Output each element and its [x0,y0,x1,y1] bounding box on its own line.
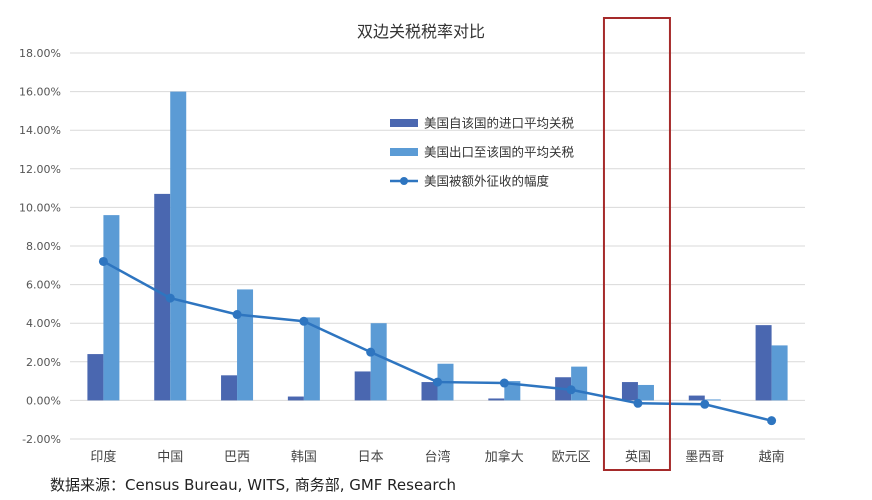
bar-import-tariff [221,375,238,401]
y-tick-label: 18.00% [19,47,61,60]
bar-export-tariff [504,381,521,401]
legend-label: 美国被额外征收的幅度 [424,174,550,189]
x-category-label: 韩国 [291,450,317,465]
y-tick-label: -2.00% [22,433,61,446]
y-tick-label: 16.00% [19,86,61,99]
legend-label: 美国出口至该国的平均关税 [424,145,575,160]
x-category-label: 墨西哥 [685,450,724,465]
y-tick-label: 8.00% [26,240,61,253]
x-category-label: 巴西 [224,450,250,465]
highlight-frame-group [602,17,671,471]
bar-export-tariff [170,91,187,401]
bar-export-tariff [237,289,254,401]
bar-import-tariff [755,325,772,401]
line-point [700,399,710,409]
legend-label: 美国自该国的进口平均关税 [424,116,575,131]
y-tick-label: 4.00% [26,317,61,330]
bar-series [87,91,788,401]
bar-export-tariff [103,215,120,401]
y-tick-label: 10.00% [19,201,61,214]
x-category-label: 越南 [759,449,785,465]
bar-export-tariff [370,323,387,401]
bar-import-tariff [488,398,505,401]
line-point [767,416,777,426]
line-point [232,310,242,320]
x-category-label: 英国 [625,450,651,465]
x-category-label: 日本 [358,450,384,465]
x-category-label: 加拿大 [485,449,524,465]
y-tick-label: 0.00% [26,394,61,407]
bar-export-tariff [571,366,588,401]
bar-export-tariff [704,399,721,401]
bar-import-tariff [421,382,438,401]
y-axis-tick-labels: -2.00% 0.00% 2.00% 4.00% 6.00% 8.00% 10.00% 12.… [19,47,61,446]
bar-import-tariff [688,395,705,401]
x-axis-category-labels: 印度 中国 巴西 韩国 日本 台湾 加拿大 欧元区 英国 墨西哥 越南 [90,449,784,465]
x-category-label: 台湾 [424,449,450,465]
bar-export-tariff [771,345,788,401]
x-category-label: 欧元区 [552,450,591,465]
bar-import-tariff [621,382,638,401]
y-tick-label: 2.00% [26,356,61,369]
bar-import-tariff [154,193,171,401]
line-point [98,256,108,266]
x-category-label: 中国 [157,450,183,465]
bar-export-tariff [637,384,654,401]
source-note: 数据来源：Census Bureau, WITS, 商务部, GMF Resea… [50,476,456,494]
y-tick-label: 12.00% [19,163,61,176]
bar-export-tariff [303,317,320,401]
chart-title: 双边关税税率对比 [357,22,485,41]
bar-import-tariff [354,371,371,401]
line-point [366,347,376,357]
line-point [566,385,576,395]
legend-swatch [390,119,418,127]
y-tick-label: 14.00% [19,124,61,137]
bar-import-tariff [287,396,304,401]
line-point [165,293,175,303]
legend-marker [400,177,408,185]
highlight-frame [602,17,671,471]
line-point [633,398,643,408]
line-point [433,377,442,387]
line-series [98,256,777,426]
gridlines [70,52,805,440]
legend-swatch [390,148,418,156]
line-point [499,378,509,388]
y-tick-label: 6.00% [26,279,61,292]
x-category-label: 印度 [90,449,116,465]
bar-import-tariff [87,354,104,401]
line-point [299,316,309,326]
